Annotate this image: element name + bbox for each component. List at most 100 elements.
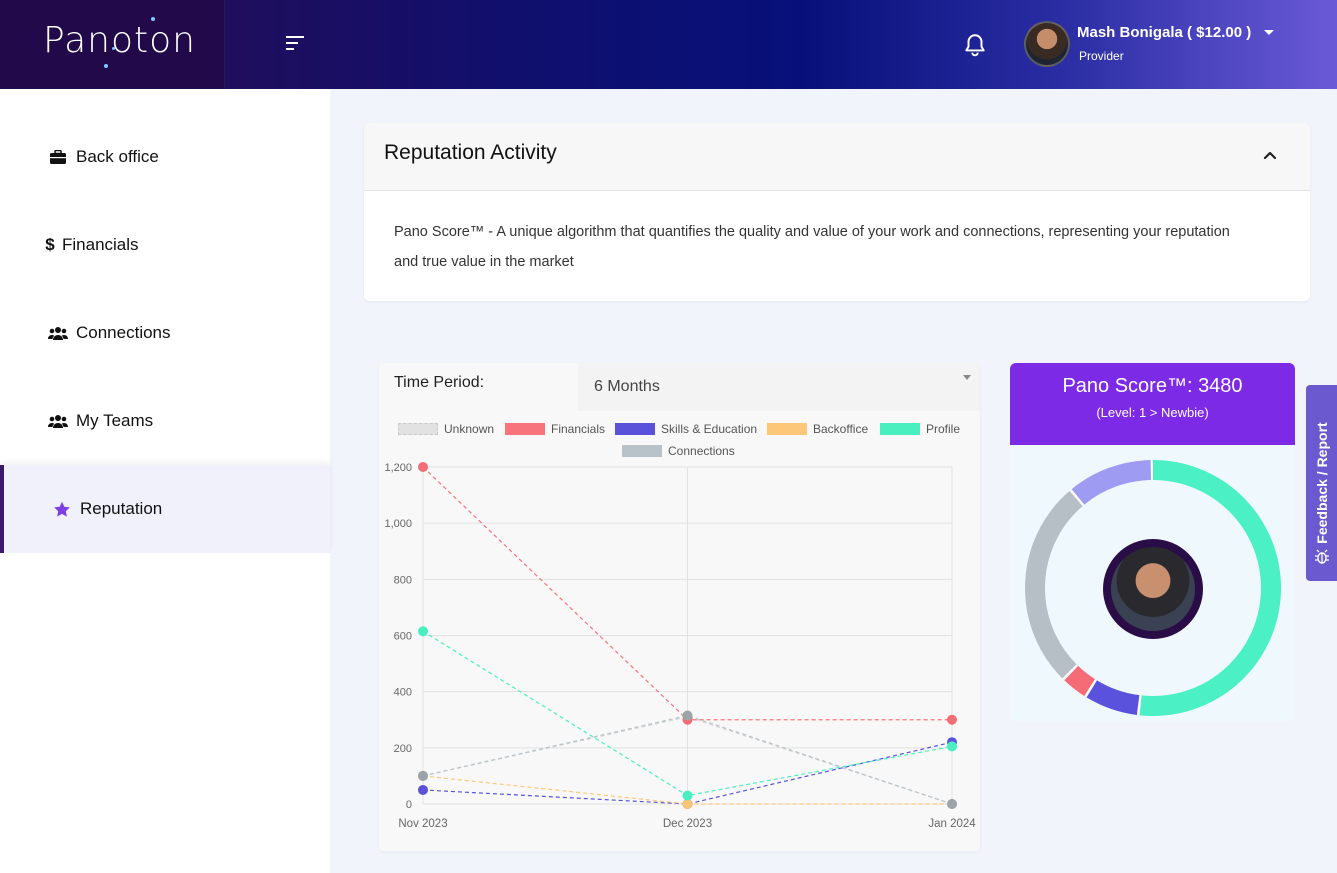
sidebar-item-label: My Teams [76,411,154,430]
data-point [418,770,428,781]
y-tick-label: 1,000 [384,518,412,530]
legend-item-skills[interactable]: Skills & Education [615,422,757,436]
line-chart: 1,200 1,000 800 600 400 200 0 Nov 2023 Dec 2023 J… [384,462,976,830]
data-point [418,784,428,795]
legend-label: Backoffice [813,422,869,436]
series-line-1 [422,466,952,721]
briefcase-icon [48,149,68,165]
legend-swatch [767,423,807,435]
legend-swatch [505,423,545,435]
star-icon [52,501,72,517]
user-name[interactable]: Mash Bonigala ( $12.00 ) [1077,24,1252,41]
reputation-activity-card: Reputation Activity Pano Score™ - A uniq… [364,123,1310,301]
score-title: Pano Score™: 3480 [1062,375,1243,397]
legend-label: Profile [926,422,961,436]
data-point [947,741,957,752]
data-point [947,799,957,809]
bug-icon [1315,549,1329,564]
y-tick-label: 1,200 [384,462,412,474]
score-avatar [1103,539,1203,639]
legend-swatch [880,423,920,435]
reputation-description: Pano Score™ - A unique algorithm that qu… [394,224,1230,270]
x-tick-label: Dec 2023 [663,818,712,830]
data-point [682,710,693,721]
y-tick-label: 0 [406,799,412,811]
user-menu-caret-icon[interactable] [1264,30,1274,35]
sidebar-item-financials[interactable]: $ Financials [0,201,330,289]
users-icon [48,413,68,429]
y-tick-label: 200 [394,743,412,755]
score-level: (Level: 1 > Newbie) [1096,405,1209,420]
data-point [947,714,957,725]
y-tick-label: 800 [394,574,412,586]
chevron-up-icon[interactable] [1262,147,1278,163]
data-point [418,770,428,781]
series-line-3 [422,775,952,805]
legend-item-unknown[interactable]: Unknown [398,422,494,436]
logo-dot-2 [151,17,155,21]
user-role: Provider [1079,49,1124,63]
sidebar-item-connections[interactable]: Connections [0,289,330,377]
data-point [418,626,428,637]
y-tick-label: 600 [394,631,412,643]
legend-swatch [398,423,438,435]
sidebar-item-back-office[interactable]: Back office [0,113,330,201]
x-tick-label: Jan 2024 [928,818,976,830]
sidebar-item-reputation[interactable]: Reputation [0,465,330,553]
time-period-select[interactable]: 6 Months [578,363,980,411]
legend-swatch [615,423,655,435]
reputation-card-header[interactable]: Reputation Activity [364,123,1310,191]
notification-bell-icon[interactable] [962,32,988,58]
sidebar-item-label: Reputation [80,499,163,518]
feedback-report-tab[interactable]: Feedback / Report [1306,385,1337,581]
chart-card: Time Period: 6 Months Unknown Financials… [379,363,980,851]
time-period-value: 6 Months [594,378,660,395]
logo-dot-3 [112,47,115,50]
series-line-4 [422,630,953,797]
x-tick-label: Nov 2023 [398,818,447,830]
data-point [418,770,428,781]
legend-label: Financials [551,422,606,436]
legend-item-financials[interactable]: Financials [505,422,605,436]
legend-item-backoffice[interactable]: Backoffice [767,422,868,436]
sidebar-item-label: Connections [76,323,171,342]
data-point [947,799,957,809]
score-donut-chart [1025,460,1281,716]
pano-score-card: Pano Score™: 3480 (Level: 1 > Newbie) [1010,363,1295,721]
page-title: Reputation Activity [384,141,557,164]
chevron-down-icon [963,375,971,380]
dollar-icon: $ [45,235,55,254]
data-point [947,799,957,809]
sidebar-item-my-teams[interactable]: My Teams [0,377,330,465]
legend-swatch [622,445,662,457]
data-point [418,462,428,472]
logo[interactable]: Panoton [43,20,196,61]
legend-label: Unknown [444,422,495,436]
feedback-label: Feedback / Report [1314,422,1330,544]
legend-item-connections[interactable]: Connections [622,444,735,458]
users-icon [48,325,68,341]
data-point [947,737,957,748]
sidebar-item-label: Back office [76,147,159,166]
data-point [682,799,693,809]
legend-label: Connections [668,444,735,458]
legend-item-profile[interactable]: Profile [880,422,960,436]
sidebar-item-label: Financials [62,235,139,254]
time-period-label: Time Period: [394,374,485,391]
series-line-0 [422,716,953,805]
menu-toggle-icon[interactable] [286,36,306,52]
y-tick-label: 400 [394,687,412,699]
data-point [682,711,693,722]
score-header: Pano Score™: 3480 (Level: 1 > Newbie) [1010,363,1295,445]
legend-label: Skills & Education [661,422,758,436]
user-avatar[interactable] [1024,21,1070,67]
donut-segment [1025,460,1281,716]
data-point [682,799,693,809]
data-point [682,714,693,725]
top-header: Panoton Mash Bonigala ( $12.00 ) Provide… [0,0,1337,89]
logo-dot-1 [104,64,108,68]
series-line-5 [422,714,953,805]
series-line-2 [422,741,953,805]
sidebar: Back office $ Financials Connections My … [0,89,330,873]
logo-area[interactable]: Panoton [0,0,225,89]
